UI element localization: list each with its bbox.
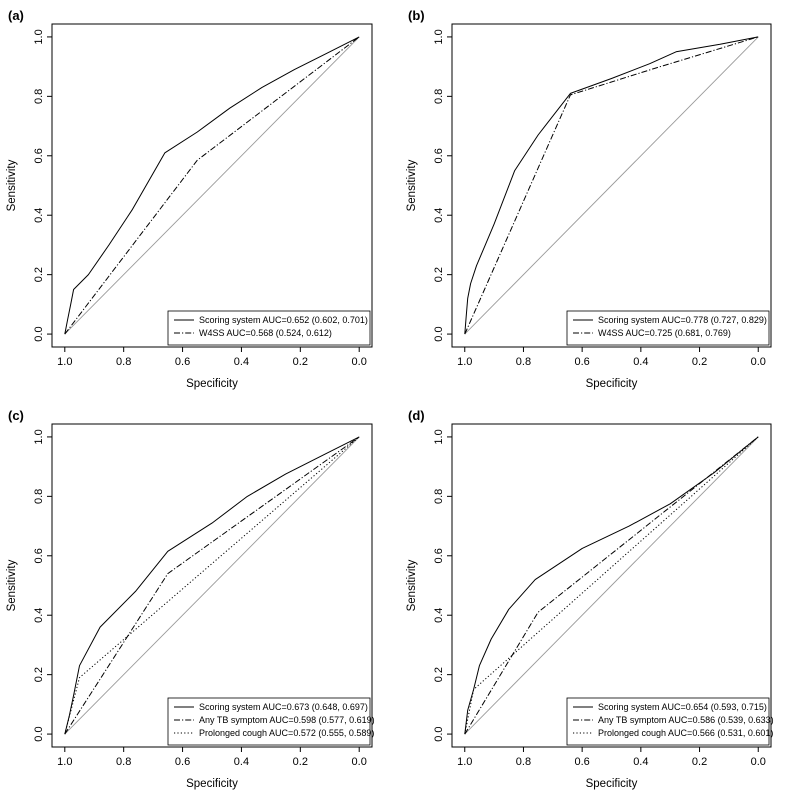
legend-entry: Any TB symptom AUC=0.598 (0.577, 0.619) (199, 715, 375, 725)
x-tick-label: 0.4 (234, 756, 249, 768)
reference-diagonal (64, 36, 360, 335)
y-tick-label: 0.6 (433, 148, 445, 163)
x-tick-label: 0.8 (116, 756, 131, 768)
y-axis-title: Sensitivity (406, 559, 418, 611)
x-tick-label: 0.6 (575, 756, 590, 768)
x-tick-label: 0.6 (175, 756, 190, 768)
roc-panel-3: (c) 1.0 0.8 0.6 0.4 0.2 0.0 0.0 0.2 0.4 0.6 0.8 1.0 S… (6, 408, 375, 790)
legend: Scoring system AUC=0.654 (0.593, 0.715) A… (566, 697, 774, 746)
legend-entry: Prolonged cough AUC=0.566 (0.531, 0.601) (598, 728, 773, 738)
y-tick-label: 0.6 (433, 548, 445, 563)
y-tick-label: 0.0 (433, 726, 445, 741)
panel-label: (b) (408, 8, 425, 23)
legend-entry: Scoring system AUC=0.654 (0.593, 0.715) (598, 702, 767, 712)
roc-curve-dotted (64, 436, 360, 735)
y-tick-label: 0.2 (433, 267, 445, 282)
roc-curve-dotdash (464, 36, 759, 335)
x-tick-label: 0.8 (516, 356, 531, 368)
y-axis-title: Sensitivity (406, 159, 418, 211)
reference-diagonal (464, 36, 759, 335)
y-tick-label: 0.8 (433, 489, 445, 504)
x-axis-title: Specificity (586, 378, 638, 390)
roc-panel-1: (a) 1.0 0.8 0.6 0.4 0.2 0.0 0.0 0.2 0.4 0.6 0.8 1.0 S… (6, 8, 373, 390)
x-axis-title: Specificity (586, 778, 638, 790)
x-tick-label: 0.6 (575, 356, 590, 368)
plot-frame (451, 23, 772, 348)
y-tick-label: 0.6 (33, 548, 45, 563)
legend: Scoring system AUC=0.652 (0.602, 0.701) W… (167, 310, 371, 346)
y-tick-label: 0.0 (33, 326, 45, 341)
y-tick-label: 0.4 (33, 608, 45, 623)
panel-label: (c) (8, 408, 24, 423)
y-tick-label: 0.0 (433, 326, 445, 341)
x-tick-label: 0.8 (516, 756, 531, 768)
x-tick-label: 0.8 (116, 356, 131, 368)
x-tick-label: 0.4 (234, 356, 249, 368)
reference-diagonal (464, 436, 759, 735)
legend-entry: W4SS AUC=0.725 (0.681, 0.769) (598, 328, 731, 338)
x-tick-label: 0.4 (633, 756, 648, 768)
y-tick-label: 1.0 (33, 429, 45, 444)
x-tick-label: 0.2 (692, 756, 707, 768)
legend-box (566, 697, 770, 746)
legend-entry: Any TB symptom AUC=0.586 (0.539, 0.633) (598, 715, 774, 725)
y-tick-label: 0.8 (33, 89, 45, 104)
y-tick-label: 0.6 (33, 148, 45, 163)
roc-curve-solid (464, 36, 759, 335)
x-tick-label: 1.0 (57, 356, 72, 368)
legend-entry: Scoring system AUC=0.673 (0.648, 0.697) (199, 702, 368, 712)
legend: Scoring system AUC=0.778 (0.727, 0.829) W… (566, 310, 770, 346)
legend-entry: Scoring system AUC=0.778 (0.727, 0.829) (598, 315, 767, 325)
x-tick-label: 0.0 (751, 356, 766, 368)
roc-panel-2: (b) 1.0 0.8 0.6 0.4 0.2 0.0 0.0 0.2 0.4 0.6 0.8 1.0 S… (406, 8, 772, 390)
y-tick-label: 0.8 (33, 489, 45, 504)
y-tick-label: 0.8 (433, 89, 445, 104)
x-tick-label: 0.2 (692, 356, 707, 368)
roc-curve-dotdash (464, 436, 759, 735)
roc-panel-4: (d) 1.0 0.8 0.6 0.4 0.2 0.0 0.0 0.2 0.4 0.6 0.8 1.0 S… (406, 408, 774, 790)
y-tick-label: 0.2 (33, 267, 45, 282)
y-tick-label: 0.0 (33, 726, 45, 741)
x-axis-title: Specificity (186, 778, 238, 790)
legend: Scoring system AUC=0.673 (0.648, 0.697) A… (167, 697, 375, 746)
y-tick-label: 0.4 (33, 208, 45, 223)
roc-curve-dotdash (64, 436, 360, 735)
y-tick-label: 1.0 (33, 29, 45, 44)
legend-box (566, 310, 770, 346)
roc-curve-solid (64, 436, 360, 735)
x-tick-label: 0.2 (293, 756, 308, 768)
x-tick-label: 0.4 (633, 356, 648, 368)
y-tick-label: 0.2 (433, 667, 445, 682)
y-tick-label: 0.4 (433, 208, 445, 223)
roc-curve-solid (64, 36, 360, 335)
x-tick-label: 1.0 (457, 356, 472, 368)
x-tick-label: 0.0 (352, 756, 367, 768)
x-tick-label: 0.2 (293, 356, 308, 368)
panel-label: (a) (8, 8, 24, 23)
x-tick-label: 0.0 (751, 756, 766, 768)
y-tick-label: 1.0 (433, 29, 445, 44)
legend-entry: Scoring system AUC=0.652 (0.602, 0.701) (199, 315, 368, 325)
legend-entry: W4SS AUC=0.568 (0.524, 0.612) (199, 328, 332, 338)
reference-diagonal (64, 436, 360, 735)
legend-box (167, 697, 371, 746)
plot-frame (51, 423, 373, 748)
legend-box (167, 310, 371, 346)
y-axis-title: Sensitivity (6, 559, 18, 611)
y-tick-label: 0.4 (433, 608, 445, 623)
y-tick-label: 0.2 (33, 667, 45, 682)
x-axis-title: Specificity (186, 378, 238, 390)
y-axis-title: Sensitivity (6, 159, 18, 211)
x-tick-label: 1.0 (457, 756, 472, 768)
x-tick-label: 0.0 (352, 356, 367, 368)
x-tick-label: 1.0 (57, 756, 72, 768)
plot-frame (51, 23, 373, 348)
panel-label: (d) (408, 408, 425, 423)
y-tick-label: 1.0 (433, 429, 445, 444)
plot-frame (451, 423, 772, 748)
legend-entry: Prolonged cough AUC=0.572 (0.555, 0.589) (199, 728, 374, 738)
roc-curve-dotdash (64, 36, 360, 335)
x-tick-label: 0.6 (175, 356, 190, 368)
